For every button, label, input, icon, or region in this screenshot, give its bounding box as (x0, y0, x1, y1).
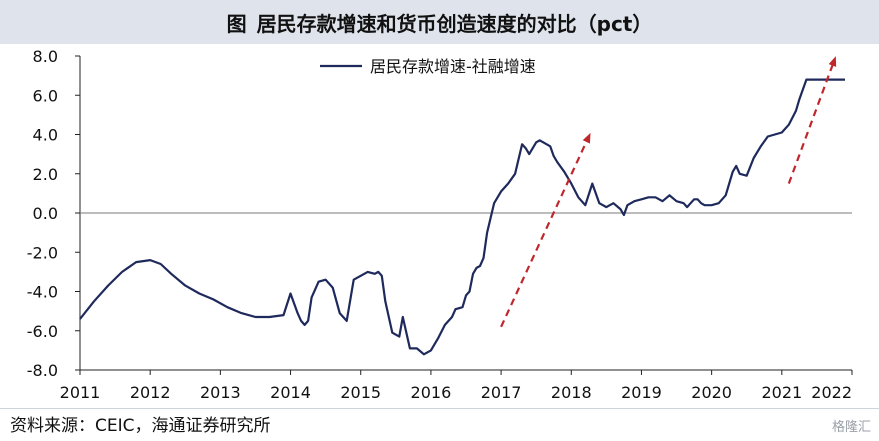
series-line (79, 78, 845, 356)
x-tick-label: 2020 (691, 383, 732, 402)
x-tick-label: 2013 (200, 383, 241, 402)
figure-title-bar: 图 居民存款增速和货币创造速度的对比（pct） (0, 0, 879, 44)
figure-label: 图 (226, 11, 247, 36)
x-tick-label: 2022 (811, 383, 852, 402)
x-tick-label: 2012 (130, 383, 171, 402)
x-tick-label: 2017 (481, 383, 522, 402)
source-note: 资料来源：CEIC，海通证券研究所 (10, 416, 271, 436)
x-tick-label: 2011 (60, 383, 101, 402)
legend-label: 居民存款增速-社融增速 (370, 57, 536, 76)
y-tick-label: 2.0 (33, 165, 58, 184)
x-tick-label: 2014 (270, 383, 311, 402)
y-tick-label: -6.0 (27, 322, 58, 341)
y-tick-label: -4.0 (27, 283, 58, 302)
trend-arrow (787, 56, 837, 184)
figure-title: 居民存款增速和货币创造速度的对比（pct） (256, 11, 653, 36)
x-tick-label: 2021 (761, 383, 802, 402)
y-tick-label: 8.0 (33, 47, 58, 66)
x-tick-label: 2016 (411, 383, 452, 402)
y-tick-label: 0.0 (33, 204, 58, 223)
y-tick-label: -2.0 (27, 243, 58, 262)
y-tick-label: 6.0 (33, 86, 58, 105)
x-tick-label: 2019 (621, 383, 662, 402)
x-tick-label: 2018 (551, 383, 592, 402)
y-tick-label: -8.0 (27, 361, 58, 380)
watermark: 格隆汇 (831, 420, 871, 435)
trend-arrow (500, 132, 591, 328)
bottom-rule (0, 408, 879, 409)
x-tick-label: 2015 (340, 383, 381, 402)
y-tick-label: 4.0 (33, 126, 58, 145)
